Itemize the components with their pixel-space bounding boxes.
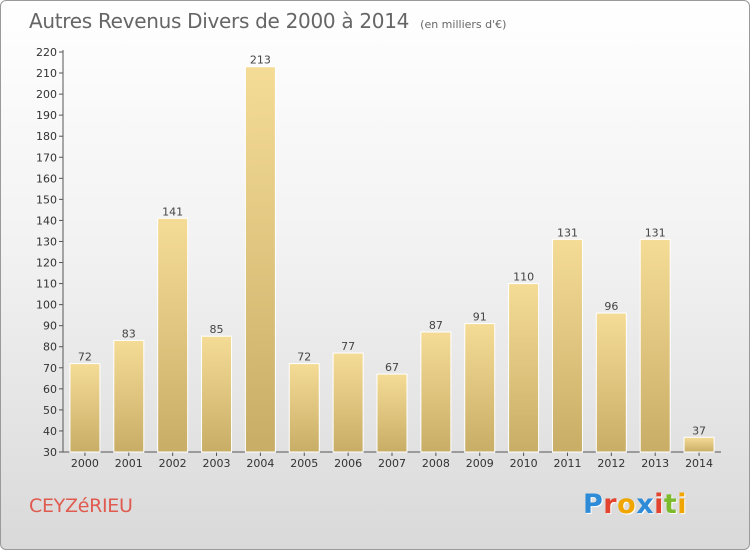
y-tick-label: 60 xyxy=(43,383,57,396)
y-tick-label: 70 xyxy=(43,362,57,375)
bar-2003 xyxy=(201,335,233,453)
y-tick-label: 220 xyxy=(36,46,57,59)
y-tick-label: 110 xyxy=(36,278,57,291)
x-tick-label: 2010 xyxy=(510,457,538,470)
logo-letter: i xyxy=(677,489,688,520)
chart-title: Autres Revenus Divers de 2000 à 2014 xyxy=(29,9,410,33)
y-tick-label: 180 xyxy=(36,130,57,143)
x-tick-label: 2011 xyxy=(553,457,581,470)
y-tick-label: 130 xyxy=(36,235,57,248)
x-tick-label: 2009 xyxy=(466,457,494,470)
y-tick-label: 90 xyxy=(43,320,57,333)
bar-2005 xyxy=(288,363,320,453)
value-label: 72 xyxy=(78,351,92,364)
value-label: 77 xyxy=(341,340,355,353)
logo-letter: t xyxy=(663,489,678,520)
axes: 30 40 50 60 70 80 90 100 110 120 130 140 150 160 170 18… xyxy=(36,46,721,470)
bar-2008 xyxy=(420,331,452,453)
bar-2011 xyxy=(551,238,583,453)
value-label: 141 xyxy=(162,205,183,218)
x-tick-label: 2007 xyxy=(378,457,406,470)
x-tick-label: 2003 xyxy=(203,457,231,470)
y-tick-label: 50 xyxy=(43,404,57,417)
y-tick-label: 120 xyxy=(36,257,57,270)
x-tick-label: 2008 xyxy=(422,457,450,470)
logo-letter: r xyxy=(603,489,618,520)
chart-subtitle: (en milliers d'€) xyxy=(420,18,507,31)
logo-letter: i xyxy=(654,489,664,520)
bar-2012 xyxy=(595,312,627,453)
value-label: 72 xyxy=(297,351,311,364)
y-tick-label: 170 xyxy=(36,151,57,164)
y-tick-label: 80 xyxy=(43,341,57,354)
bar-2004 xyxy=(244,66,276,453)
x-tick-label: 2012 xyxy=(597,457,625,470)
y-tick-label: 190 xyxy=(36,109,57,122)
x-tick-label: 2006 xyxy=(334,457,362,470)
value-label: 110 xyxy=(513,271,534,284)
y-tick-label: 160 xyxy=(36,172,57,185)
value-label: 91 xyxy=(473,311,487,324)
bar-2000 xyxy=(69,363,101,453)
value-label: 67 xyxy=(385,361,399,374)
y-tick-label: 140 xyxy=(36,214,57,227)
y-tick-label: 40 xyxy=(43,425,57,438)
x-tick-label: 2000 xyxy=(71,457,99,470)
bar-2001 xyxy=(113,339,145,453)
bar-2006 xyxy=(332,352,364,453)
bar-2014 xyxy=(683,436,715,453)
y-tick-label: 210 xyxy=(36,67,57,80)
logo-letter: P xyxy=(583,489,604,520)
proxiti-logo[interactable]: Proxiti xyxy=(583,489,687,520)
chart-header: Autres Revenus Divers de 2000 à 2014 (en… xyxy=(29,9,506,33)
value-labels: 72 83 141 85 213 72 77 67 87 91 110 131 96 131 37 xyxy=(78,54,706,438)
y-tick-label: 100 xyxy=(36,299,57,312)
value-label: 96 xyxy=(604,300,618,313)
x-tick-label: 2005 xyxy=(290,457,318,470)
x-tick-label: 2004 xyxy=(246,457,274,470)
commune-name: CEYZéRIEU xyxy=(29,495,133,517)
bars xyxy=(69,66,715,453)
value-label: 87 xyxy=(429,319,443,332)
bar-2013 xyxy=(639,238,671,453)
y-tick-label: 30 xyxy=(43,446,57,459)
value-label: 131 xyxy=(557,226,578,239)
bar-2002 xyxy=(157,217,189,453)
value-label: 83 xyxy=(122,327,136,340)
value-label: 131 xyxy=(645,226,666,239)
bar-2007 xyxy=(376,373,408,453)
value-label: 37 xyxy=(692,424,706,437)
logo-letter: x xyxy=(636,489,655,520)
x-tick-label: 2001 xyxy=(115,457,143,470)
y-tick-label: 150 xyxy=(36,193,57,206)
y-tick-label: 200 xyxy=(36,88,57,101)
x-tick-label: 2002 xyxy=(159,457,187,470)
bar-2009 xyxy=(464,323,496,453)
x-tick-label: 2013 xyxy=(641,457,669,470)
bar-2010 xyxy=(508,283,540,453)
x-tick-label: 2014 xyxy=(685,457,713,470)
logo-letter: o xyxy=(617,489,637,520)
value-label: 85 xyxy=(210,323,224,336)
value-label: 213 xyxy=(250,54,271,67)
